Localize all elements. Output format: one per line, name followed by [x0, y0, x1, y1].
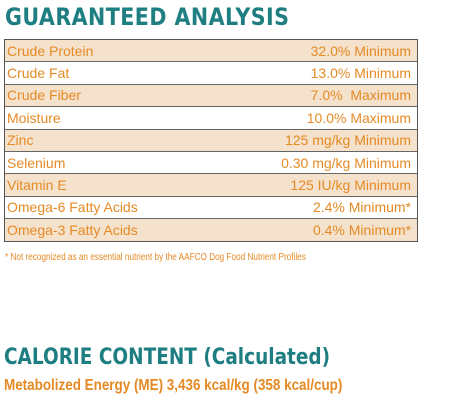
nutrient-value: 13.0% Minimum	[310, 65, 411, 82]
analysis-table: Crude Protein 32.0% Minimum Crude Fat 13…	[4, 39, 418, 242]
calorie-title: CALORIE CONTENT (Calculated)	[4, 345, 331, 370]
nutrient-name: Crude Protein	[7, 42, 94, 59]
nutrient-value: 125 IU/kg Minimum	[290, 177, 411, 194]
nutrient-name: Omega-6 Fatty Acids	[7, 199, 138, 216]
table-row: Zinc 125 mg/kg Minimum	[5, 129, 417, 152]
nutrient-value: 32.0% Minimum	[310, 42, 411, 59]
nutrient-value: 7.0% Maximum	[310, 87, 411, 104]
nutrient-name: Zinc	[7, 132, 34, 149]
table-row: Selenium 0.30 mg/kg Minimum	[5, 151, 417, 175]
nutrient-value: 0.4% Minimum*	[312, 221, 411, 238]
nutrient-value: 125 mg/kg Minimum	[284, 132, 411, 149]
nutrient-name: Vitamin E	[7, 177, 67, 194]
nutrient-value: 2.4% Minimum*	[312, 199, 411, 216]
nutrient-name: Moisture	[7, 109, 61, 126]
table-row: Omega-6 Fatty Acids 2.4% Minimum*	[5, 196, 417, 220]
table-row: Crude Fat 13.0% Minimum	[5, 62, 417, 85]
table-row: Vitamin E 125 IU/kg Minimum	[5, 174, 417, 197]
footnote: * Not recognized as an essential nutrien…	[5, 252, 306, 263]
table-row: Crude Fiber 7.0% Maximum	[5, 84, 417, 108]
nutrient-value: 0.30 mg/kg Minimum	[281, 154, 411, 171]
page-title: GUARANTEED ANALYSIS	[5, 3, 290, 31]
nutrient-name: Crude Fat	[7, 65, 70, 82]
table-row: Moisture 10.0% Maximum	[5, 107, 417, 130]
nutrient-name: Selenium	[7, 154, 66, 171]
nutrient-value: 10.0% Maximum	[306, 109, 411, 126]
calorie-value: Metabolized Energy (ME) 3,436 kcal/kg (3…	[4, 377, 343, 394]
nutrient-name: Omega-3 Fatty Acids	[7, 221, 138, 238]
nutrient-name: Crude Fiber	[7, 87, 81, 104]
table-row: Crude Protein 32.0% Minimum	[5, 40, 417, 63]
table-row: Omega-3 Fatty Acids 0.4% Minimum*	[5, 219, 417, 241]
